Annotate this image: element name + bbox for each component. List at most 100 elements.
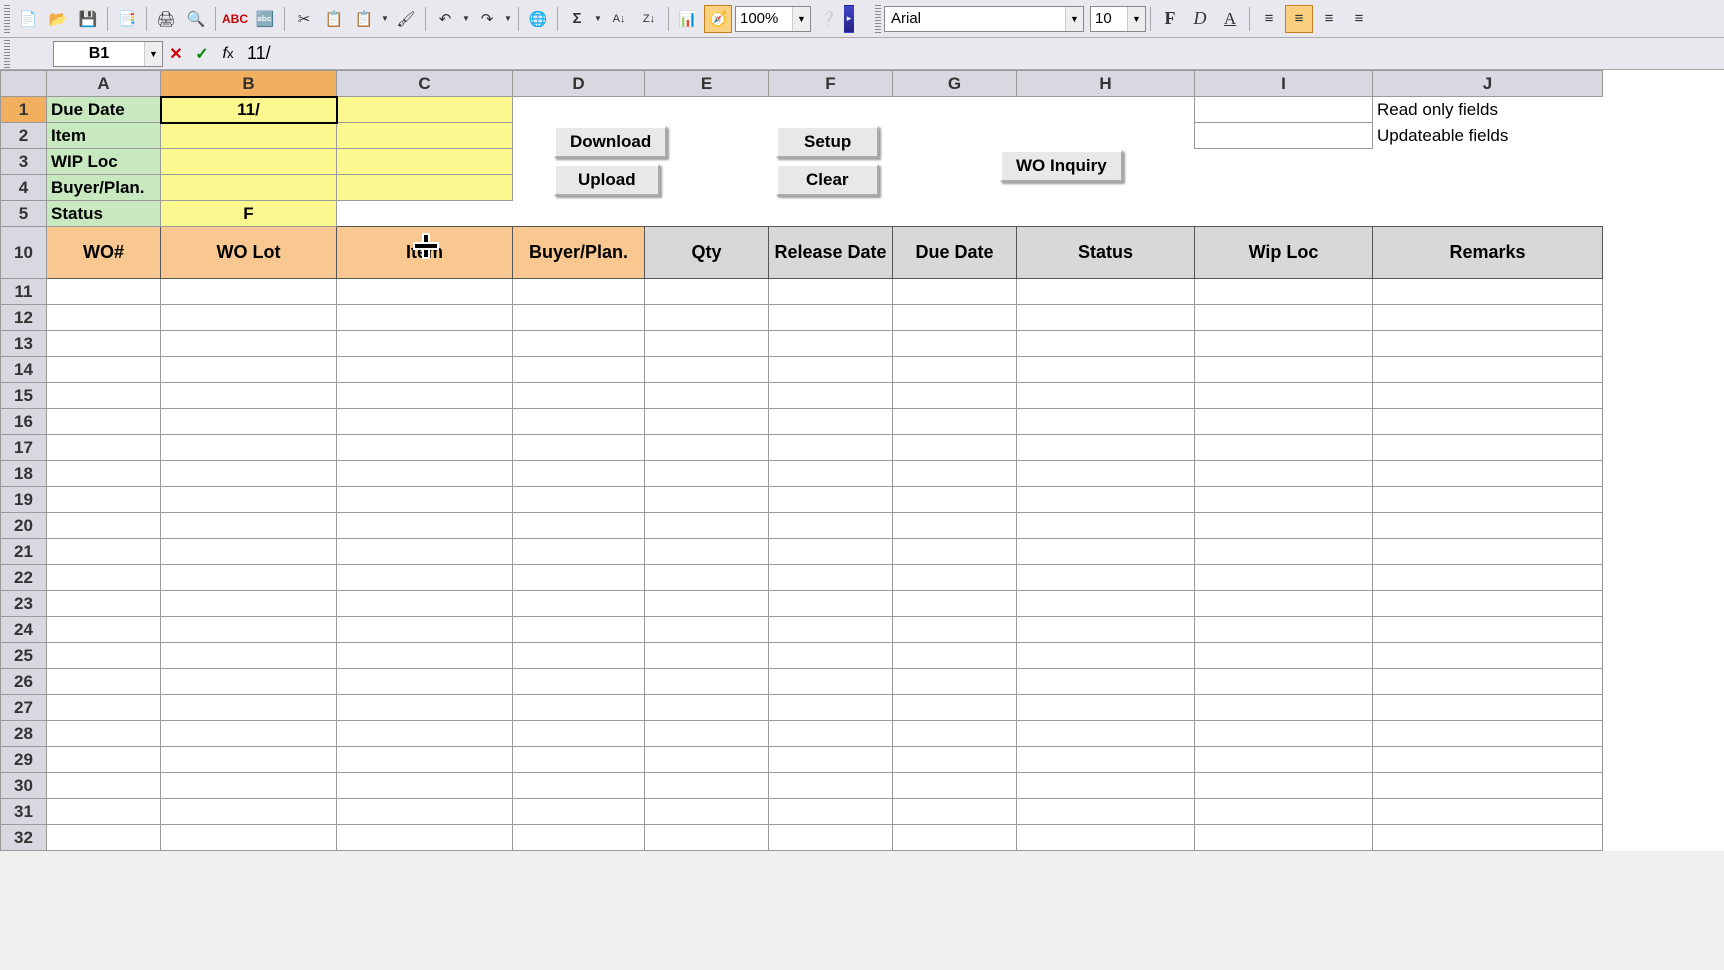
- cell-24-H[interactable]: [1017, 617, 1195, 643]
- cell-15-D[interactable]: [513, 383, 645, 409]
- sort-desc-icon[interactable]: Z↓: [635, 5, 663, 33]
- cell-13-H[interactable]: [1017, 331, 1195, 357]
- bold-icon[interactable]: F: [1156, 5, 1184, 33]
- cell-12-F[interactable]: [769, 305, 893, 331]
- cell-30-F[interactable]: [769, 773, 893, 799]
- cell-19-D[interactable]: [513, 487, 645, 513]
- cell-22-H[interactable]: [1017, 565, 1195, 591]
- cell-16-G[interactable]: [893, 409, 1017, 435]
- column-header-H[interactable]: H: [1017, 71, 1195, 97]
- row-header-4[interactable]: 4: [1, 175, 47, 201]
- column-header-E[interactable]: E: [645, 71, 769, 97]
- row-header-22[interactable]: 22: [1, 565, 47, 591]
- row-header-16[interactable]: 16: [1, 409, 47, 435]
- align-right-icon[interactable]: ≡: [1315, 5, 1343, 33]
- cell-12-A[interactable]: [47, 305, 161, 331]
- cell-29-F[interactable]: [769, 747, 893, 773]
- cell-30-G[interactable]: [893, 773, 1017, 799]
- cell-11-J[interactable]: [1373, 279, 1603, 305]
- cell-26-J[interactable]: [1373, 669, 1603, 695]
- cell-20-E[interactable]: [645, 513, 769, 539]
- row-header-27[interactable]: 27: [1, 695, 47, 721]
- cell-23-H[interactable]: [1017, 591, 1195, 617]
- cell-15-B[interactable]: [161, 383, 337, 409]
- font-size-box[interactable]: ▼: [1090, 6, 1146, 32]
- new-doc-icon[interactable]: 📄: [14, 5, 42, 33]
- function-wizard-icon[interactable]: fx: [216, 41, 240, 67]
- input-wiploc-to[interactable]: [337, 149, 513, 175]
- cell-21-G[interactable]: [893, 539, 1017, 565]
- cell-12-C[interactable]: [337, 305, 513, 331]
- cell-31-C[interactable]: [337, 799, 513, 825]
- cell-22-J[interactable]: [1373, 565, 1603, 591]
- cell-28-E[interactable]: [645, 721, 769, 747]
- cell-18-I[interactable]: [1195, 461, 1373, 487]
- hyperlink-icon[interactable]: 🌐: [524, 5, 552, 33]
- cell-14-H[interactable]: [1017, 357, 1195, 383]
- cell-12-I[interactable]: [1195, 305, 1373, 331]
- cell-11-F[interactable]: [769, 279, 893, 305]
- copy-icon[interactable]: 📋: [320, 5, 348, 33]
- cell-25-G[interactable]: [893, 643, 1017, 669]
- download-button[interactable]: Download: [554, 126, 667, 158]
- cell-29-C[interactable]: [337, 747, 513, 773]
- cell-28-J[interactable]: [1373, 721, 1603, 747]
- cell-29-E[interactable]: [645, 747, 769, 773]
- select-all-corner[interactable]: [1, 71, 47, 97]
- cell-11-E[interactable]: [645, 279, 769, 305]
- cell-31-B[interactable]: [161, 799, 337, 825]
- cell-21-D[interactable]: [513, 539, 645, 565]
- cell-11-G[interactable]: [893, 279, 1017, 305]
- underline-icon[interactable]: A: [1216, 5, 1244, 33]
- input-item-from[interactable]: [161, 123, 337, 149]
- row-header-21[interactable]: 21: [1, 539, 47, 565]
- cell-31-I[interactable]: [1195, 799, 1373, 825]
- cell-15-H[interactable]: [1017, 383, 1195, 409]
- cell-20-A[interactable]: [47, 513, 161, 539]
- col-header-remarks[interactable]: Remarks: [1373, 227, 1603, 279]
- cell-14-E[interactable]: [645, 357, 769, 383]
- cell-31-J[interactable]: [1373, 799, 1603, 825]
- cell-23-B[interactable]: [161, 591, 337, 617]
- cell-20-B[interactable]: [161, 513, 337, 539]
- cell-13-D[interactable]: [513, 331, 645, 357]
- input-buyerplan-from[interactable]: [161, 175, 337, 201]
- cancel-edit-icon[interactable]: ✕: [164, 41, 188, 67]
- cell-23-A[interactable]: [47, 591, 161, 617]
- cell-28-D[interactable]: [513, 721, 645, 747]
- cell-11-A[interactable]: [47, 279, 161, 305]
- cell-28-I[interactable]: [1195, 721, 1373, 747]
- cell-13-B[interactable]: [161, 331, 337, 357]
- row-header-23[interactable]: 23: [1, 591, 47, 617]
- cell-22-G[interactable]: [893, 565, 1017, 591]
- cell-18-G[interactable]: [893, 461, 1017, 487]
- zoom-box[interactable]: ▼: [735, 6, 811, 32]
- cell-21-E[interactable]: [645, 539, 769, 565]
- cell-25-H[interactable]: [1017, 643, 1195, 669]
- cell-30-E[interactable]: [645, 773, 769, 799]
- row-header-15[interactable]: 15: [1, 383, 47, 409]
- cell-11-C[interactable]: [337, 279, 513, 305]
- input-due-date-to[interactable]: [337, 97, 513, 123]
- cell-24-B[interactable]: [161, 617, 337, 643]
- cell-25-B[interactable]: [161, 643, 337, 669]
- cell-16-B[interactable]: [161, 409, 337, 435]
- row-header-18[interactable]: 18: [1, 461, 47, 487]
- sum-icon[interactable]: Σ: [563, 5, 591, 33]
- sum-dropdown[interactable]: ▼: [592, 14, 604, 23]
- open-icon[interactable]: 📂: [44, 5, 72, 33]
- wo-inquiry-button[interactable]: WO Inquiry: [1000, 150, 1123, 182]
- cell-30-J[interactable]: [1373, 773, 1603, 799]
- cell-15-G[interactable]: [893, 383, 1017, 409]
- font-name-input[interactable]: [885, 8, 1065, 29]
- cell-18-C[interactable]: [337, 461, 513, 487]
- cell-11-D[interactable]: [513, 279, 645, 305]
- cell-25-F[interactable]: [769, 643, 893, 669]
- cell-21-H[interactable]: [1017, 539, 1195, 565]
- col-header-wip-loc[interactable]: Wip Loc: [1195, 227, 1373, 279]
- col-header-item[interactable]: Item: [337, 227, 513, 279]
- cell-27-B[interactable]: [161, 695, 337, 721]
- cell-14-B[interactable]: [161, 357, 337, 383]
- cell-21-C[interactable]: [337, 539, 513, 565]
- row-header-32[interactable]: 32: [1, 825, 47, 851]
